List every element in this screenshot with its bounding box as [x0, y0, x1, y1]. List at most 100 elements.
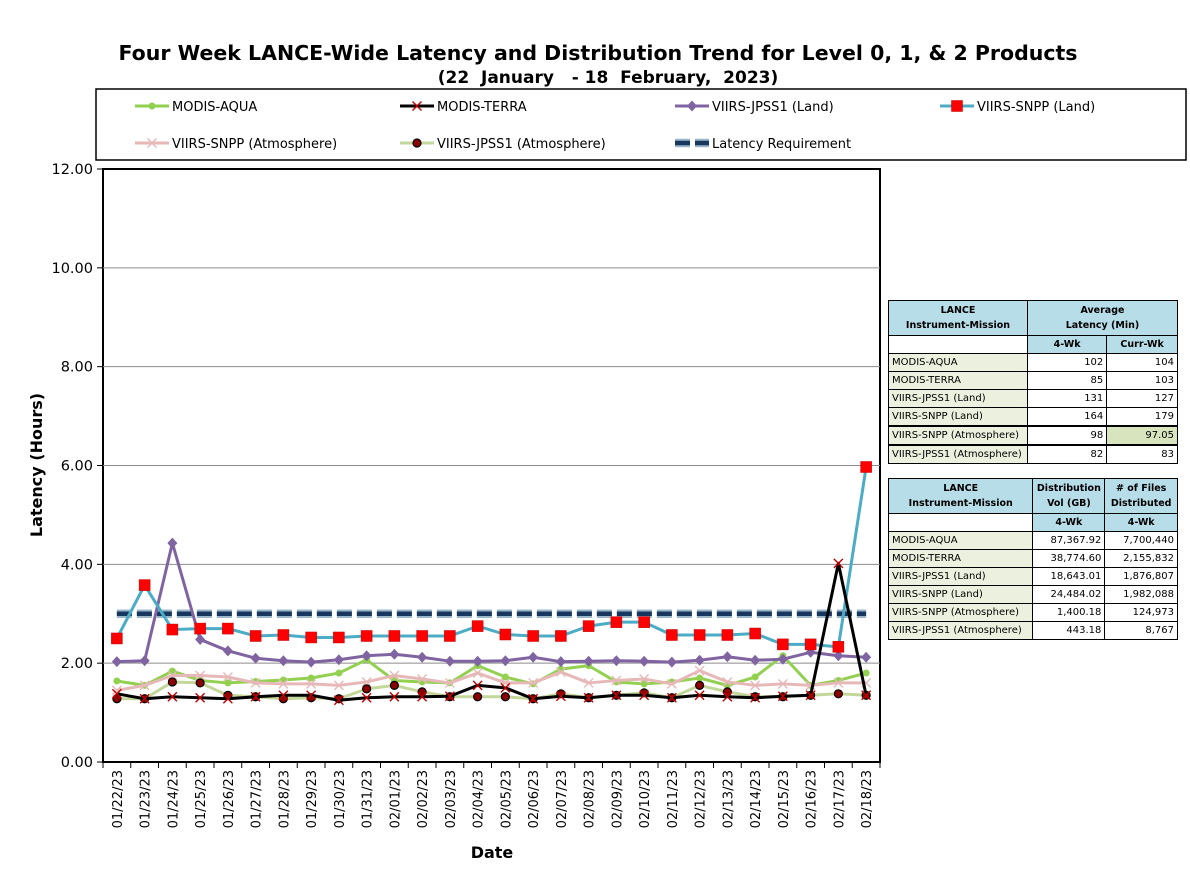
series-line: [115, 466, 868, 649]
series-layer: [111, 461, 872, 706]
data-point: [861, 690, 872, 701]
data-point: [361, 676, 372, 687]
y-axis: 0.00 2.00 4.00 6.00 8.00 10.00 12.00: [51, 162, 103, 771]
row-label: MODIS-TERRA: [888, 371, 1028, 390]
header-line: LANCE: [940, 305, 976, 316]
data-point: [195, 692, 206, 703]
data-point: [555, 691, 566, 702]
distribution-table-header-mission: LANCE Instrument-Mission: [887, 478, 1034, 514]
data-point: [278, 690, 289, 701]
data-point: [417, 673, 428, 684]
x-tick-label: 01/29/23: [305, 770, 320, 828]
x-tick-label: 02/13/23: [721, 770, 736, 828]
legend-label: MODIS-TERRA: [437, 100, 527, 115]
data-point: [166, 623, 179, 636]
data-point: [139, 680, 150, 691]
data-point: [333, 680, 344, 691]
data-point: [639, 673, 650, 684]
x-tick-label: 02/01/23: [388, 770, 403, 828]
legend-label: VIIRS-SNPP (Land): [977, 100, 1095, 115]
data-point: [583, 692, 594, 703]
row-value-files: 1,982,088: [1104, 585, 1178, 604]
series-viirs-snpp-atmosphere: [111, 665, 872, 696]
data-point: [722, 651, 733, 663]
gridlines: [103, 267, 880, 664]
x-tick-label: 01/25/23: [194, 770, 209, 828]
data-point: [250, 652, 261, 664]
row-value-volume: 443.18: [1032, 621, 1106, 640]
legend-label: MODIS-AQUA: [172, 100, 257, 115]
column-header-files-4wk: 4-Wk: [1104, 513, 1178, 532]
data-point: [583, 655, 594, 667]
data-point: [472, 655, 483, 667]
data-point: [861, 651, 872, 663]
data-point: [750, 692, 761, 703]
row-label: VIIRS-JPSS1 (Land): [887, 567, 1034, 586]
x-tick-label: 02/05/23: [499, 770, 514, 828]
x-tick-label: 02/03/23: [444, 770, 459, 828]
data-point: [833, 558, 844, 569]
row-value-files: 8,767: [1104, 621, 1178, 640]
header-line: Distribution: [1036, 483, 1101, 494]
latency-table-header-average: Average Latency (Min): [1026, 300, 1179, 336]
row-value-curr-wk: 127: [1106, 389, 1178, 408]
data-point: [694, 665, 705, 676]
legend-marker: [412, 101, 422, 111]
y-tick-label: 8.00: [61, 360, 93, 376]
spacer-cell: [888, 335, 1028, 354]
data-point: [389, 691, 400, 702]
column-header-4wk: 4-Wk: [1026, 335, 1108, 354]
series-viirs-snpp-land: [111, 461, 872, 653]
data-point: [139, 693, 150, 704]
x-tick-label: 02/06/23: [527, 770, 542, 828]
data-point: [389, 680, 399, 691]
header-line: Instrument-Mission: [905, 320, 1011, 331]
legend-marker: [412, 138, 422, 148]
x-tick-label: 02/18/23: [860, 770, 875, 828]
y-tick-label: 4.00: [61, 557, 93, 573]
data-point: [416, 630, 428, 642]
row-value-curr-wk: 104: [1106, 353, 1178, 372]
legend-box: [95, 88, 1187, 161]
x-tick-label: 01/31/23: [361, 770, 376, 828]
data-point: [222, 622, 234, 635]
data-point: [139, 655, 150, 667]
series-line: [116, 561, 868, 702]
row-value-4wk: 102: [1026, 353, 1108, 372]
legend-marker: [951, 100, 963, 112]
row-value-volume: 24,484.02: [1032, 585, 1106, 604]
row-label: MODIS-AQUA: [887, 531, 1034, 550]
data-point: [417, 691, 428, 702]
data-point: [833, 677, 844, 688]
series-line: [116, 669, 867, 692]
x-tick-label: 01/28/23: [277, 770, 292, 828]
data-point: [750, 654, 761, 666]
data-point: [639, 690, 650, 701]
data-point: [278, 655, 289, 667]
x-tick-label: 02/08/23: [583, 770, 598, 828]
legend-entry: VIIRS-SNPP (Land): [940, 100, 1095, 115]
data-point: [500, 692, 510, 702]
x-axis-label: Date: [471, 843, 514, 862]
row-value-4wk: 164: [1026, 407, 1108, 427]
row-value-curr-wk: 97.05: [1106, 425, 1178, 446]
row-label: MODIS-TERRA: [887, 549, 1034, 568]
table-row: VIIRS-JPSS1 (Land) 18,643.01 1,876,807: [887, 567, 1178, 586]
row-label: MODIS-AQUA: [888, 353, 1028, 372]
row-label: VIIRS-JPSS1 (Atmosphere): [887, 621, 1034, 640]
row-label: VIIRS-SNPP (Land): [888, 407, 1028, 427]
data-point: [583, 677, 594, 688]
data-point: [306, 690, 317, 701]
header-line: Average: [1080, 305, 1125, 316]
data-point: [195, 678, 205, 688]
data-point: [582, 620, 595, 632]
x-tick-label: 02/07/23: [555, 770, 570, 828]
data-point: [444, 691, 455, 702]
data-point: [473, 692, 483, 702]
column-header-curr-wk: Curr-Wk: [1106, 335, 1178, 354]
x-tick-label: 01/27/23: [250, 770, 265, 828]
x-tick-label: 01/24/23: [166, 770, 181, 828]
data-point: [501, 673, 509, 681]
series-viirs-jpss1-land: [111, 537, 872, 668]
